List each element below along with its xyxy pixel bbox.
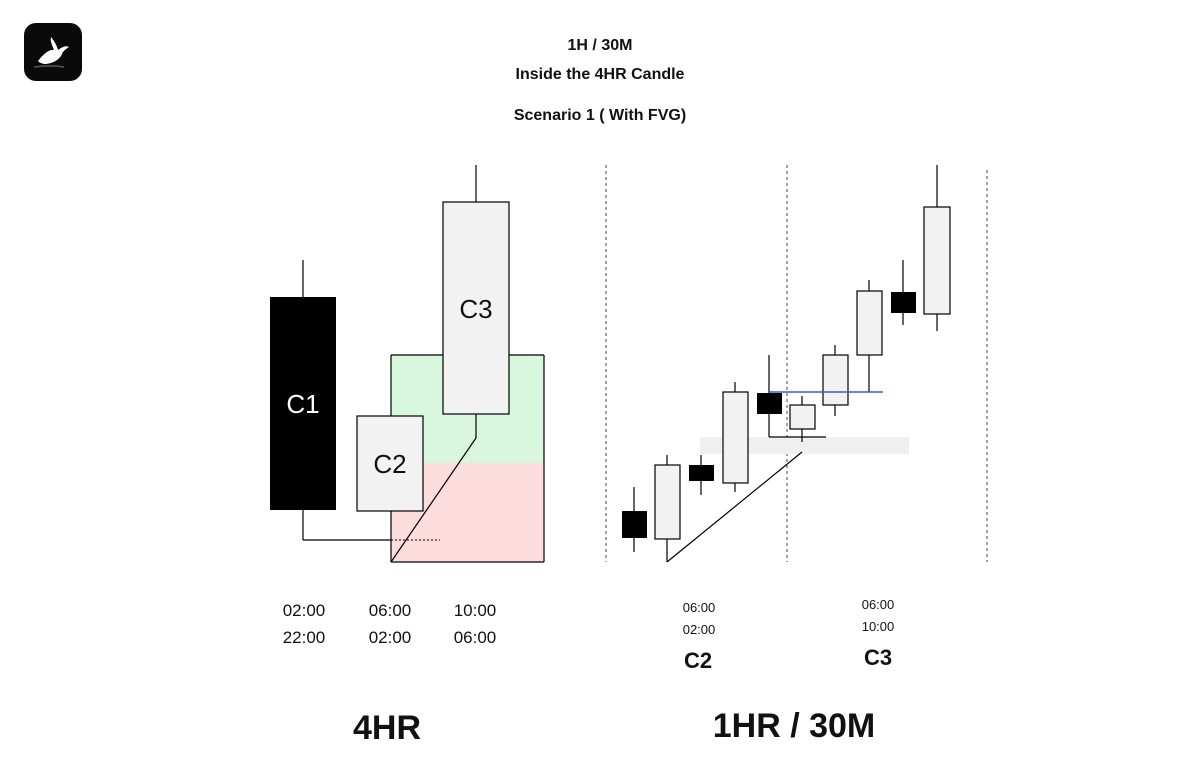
c2-label: C2: [373, 449, 406, 479]
time-c1-row1: 02:00: [282, 601, 326, 620]
time-c3: 10:00 06:00: [435, 597, 515, 651]
time-c3-row1: 10:00: [453, 601, 497, 620]
title-line-1: 1H / 30M: [567, 37, 633, 54]
c3-label: C3: [459, 294, 492, 324]
c1-body: [270, 297, 336, 510]
caption-1hr-30m: 1HR / 30M: [712, 707, 876, 745]
ltf-candle-1: [622, 511, 647, 538]
ltf-c2-times: 06:00 02:00: [669, 597, 729, 641]
ltf-candle-4: [722, 391, 749, 484]
ltf-candle-2: [654, 464, 681, 540]
ltf-c2-time-2: 02:00: [682, 622, 716, 637]
ltf-candle-9: [891, 292, 916, 313]
ltf-c3-label: C3: [863, 645, 893, 670]
ltf-c3-times: 06:00 10:00: [848, 594, 908, 638]
title-line-2: Inside the 4HR Candle: [515, 66, 685, 83]
right-diagonal-line: [666, 451, 803, 563]
c1-label: C1: [286, 389, 319, 419]
time-c1-row2: 22:00: [282, 628, 326, 647]
ltf-candle-8: [856, 290, 883, 356]
ltf-c2-time-1: 06:00: [682, 600, 716, 615]
c3-body: [442, 201, 510, 415]
ltf-candle-5: [757, 393, 782, 414]
left-diagonal-line: [390, 437, 477, 563]
time-c1: 02:00 22:00: [264, 597, 344, 651]
time-c2-row2: 02:00: [368, 628, 412, 647]
ltf-c3-time-2: 10:00: [861, 619, 895, 634]
ltf-candle-6: [789, 404, 816, 430]
time-c2: 06:00 02:00: [350, 597, 430, 651]
fvg-gray-band: [700, 437, 909, 454]
time-c3-row2: 06:00: [453, 628, 497, 647]
c2-body: [356, 415, 424, 512]
caption-4hr: 4HR: [352, 709, 422, 747]
dove-logo-icon: [24, 23, 82, 81]
ltf-candle-10: [923, 206, 951, 315]
ltf-c3-time-1: 06:00: [861, 597, 895, 612]
subtitle: Scenario 1 ( With FVG): [513, 107, 687, 124]
ltf-candle-7: [822, 354, 849, 406]
time-c2-row1: 06:00: [368, 601, 412, 620]
ltf-c2-label: C2: [683, 648, 713, 673]
ltf-candle-3: [689, 465, 714, 481]
